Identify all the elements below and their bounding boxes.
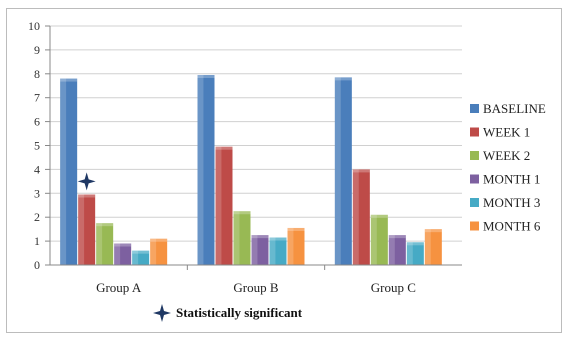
bar-top-shade — [215, 146, 233, 150]
legend: BASELINE WEEK 1 WEEK 2 MONTH 1 MONTH 3 MONTH … — [470, 101, 546, 234]
x-category-label: Group C — [371, 280, 416, 295]
bar-highlight — [352, 169, 359, 265]
y-axis: 0 1 2 3 4 5 6 7 8 9 10 — [28, 19, 51, 272]
bar-top-shade — [78, 194, 96, 198]
bar-top-shade — [96, 223, 114, 227]
bar-top-shade — [197, 74, 215, 78]
legend-label: MONTH 6 — [483, 219, 541, 234]
bar-top-shade — [114, 243, 132, 247]
significance-note: Statistically significant — [153, 304, 303, 322]
bar — [406, 242, 424, 265]
y-tick-label: 4 — [34, 162, 40, 176]
bar — [251, 235, 269, 265]
bar-highlight — [60, 78, 67, 265]
y-tick-label: 8 — [34, 67, 40, 81]
bar — [215, 146, 233, 265]
legend-swatch — [470, 174, 479, 184]
legend-swatch — [470, 198, 479, 207]
bar — [78, 194, 96, 265]
x-category-label: Group B — [233, 280, 278, 295]
bar-top-shade — [406, 242, 424, 246]
bar-top-shade — [352, 169, 370, 173]
bar-highlight — [287, 227, 294, 265]
bar-highlight — [334, 77, 341, 265]
bar-highlight — [370, 214, 377, 265]
y-tick-label: 9 — [34, 43, 40, 57]
significance-note-text: Statistically significant — [176, 305, 303, 320]
bar-highlight — [424, 229, 431, 265]
bar — [60, 78, 78, 265]
x-category-label: Group A — [96, 280, 142, 295]
y-tick-label: 6 — [34, 115, 40, 129]
bar-highlight — [114, 243, 121, 265]
bar-top-shade — [334, 77, 352, 81]
legend-swatch — [470, 104, 479, 113]
bar-top-shade — [424, 229, 442, 233]
chart-frame — [6, 8, 562, 333]
bar-highlight — [78, 194, 85, 265]
bar-highlight — [233, 211, 240, 265]
bar — [334, 77, 352, 265]
bar-highlight — [96, 223, 103, 265]
legend-label: BASELINE — [483, 101, 546, 116]
annotations — [77, 172, 96, 191]
bar — [150, 238, 168, 265]
legend-swatch — [470, 127, 479, 137]
y-tick-label: 5 — [34, 139, 40, 153]
bar-highlight — [251, 235, 258, 265]
bar-top-shade — [388, 235, 406, 239]
bar-highlight — [150, 238, 157, 265]
bar-top-shade — [60, 78, 78, 82]
bar-highlight — [406, 242, 413, 265]
bar — [352, 169, 370, 265]
legend-swatch — [470, 221, 479, 231]
bar-highlight — [388, 235, 395, 265]
bar-top-shade — [233, 211, 251, 215]
bar-top-shade — [287, 227, 305, 231]
bar — [269, 237, 287, 265]
bar — [132, 250, 150, 265]
bar-highlight — [269, 237, 276, 265]
bar-highlight — [197, 74, 204, 266]
y-tick-label: 10 — [28, 19, 40, 33]
bar — [370, 214, 388, 265]
bar-top-shade — [132, 250, 150, 254]
y-tick-label: 3 — [34, 186, 40, 200]
legend-label: MONTH 1 — [483, 172, 540, 187]
bars — [60, 74, 442, 266]
bar — [388, 235, 406, 265]
bar — [424, 229, 442, 265]
x-axis: Group A Group B Group C — [50, 264, 462, 295]
bar-top-shade — [370, 214, 388, 218]
legend-swatch — [470, 151, 479, 160]
bar-top-shade — [150, 238, 168, 242]
bar — [96, 223, 114, 265]
bar — [114, 243, 132, 265]
legend-label: WEEK 1 — [483, 125, 530, 140]
legend-label: WEEK 2 — [483, 148, 530, 163]
bar-highlight — [215, 146, 222, 265]
y-tick-label: 1 — [34, 234, 40, 248]
y-tick-label: 7 — [34, 91, 40, 105]
bar-top-shade — [251, 235, 269, 239]
bar — [197, 74, 215, 266]
significance-star-icon — [77, 172, 96, 191]
bar-top-shade — [269, 237, 287, 241]
legend-label: MONTH 3 — [483, 195, 540, 210]
bar-highlight — [132, 250, 139, 265]
bar — [287, 227, 305, 265]
significance-star-icon — [153, 304, 171, 322]
y-tick-label: 2 — [34, 210, 40, 224]
y-tick-label: 0 — [34, 258, 40, 272]
bar — [233, 211, 251, 265]
